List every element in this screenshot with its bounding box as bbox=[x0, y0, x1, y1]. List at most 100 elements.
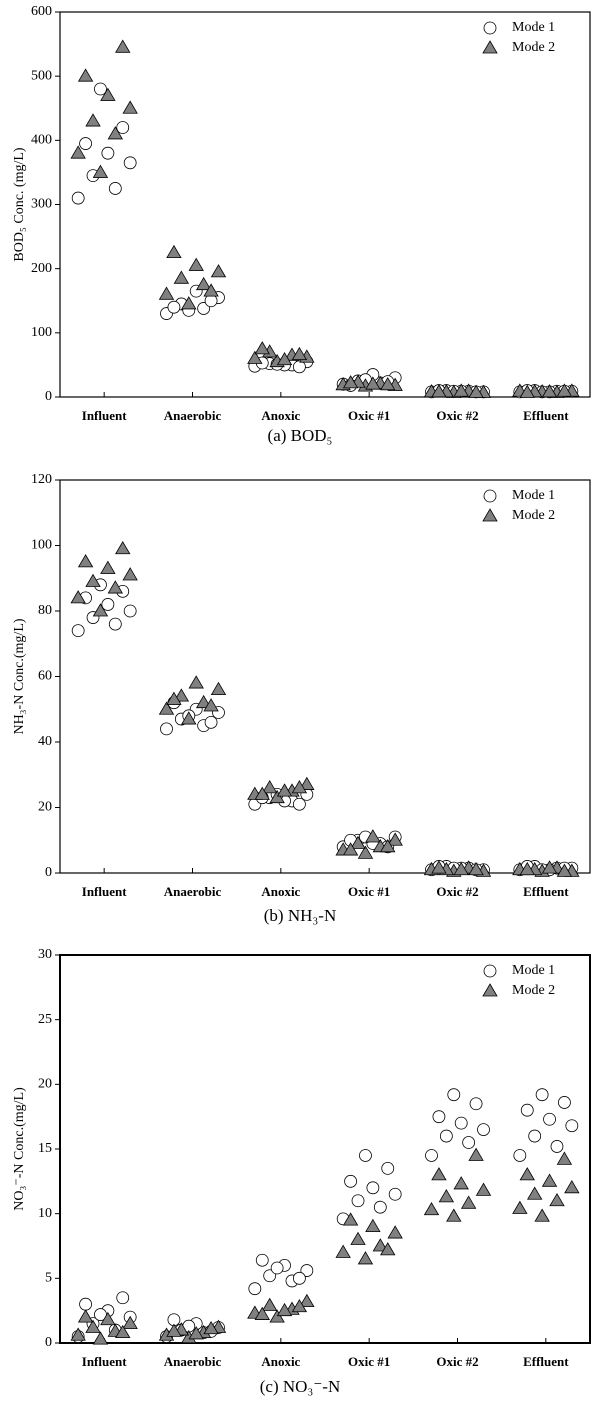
point bbox=[210, 264, 227, 278]
chart-caption: (a) BOD₅ bbox=[268, 426, 333, 445]
legend-label: Mode 2 bbox=[512, 508, 555, 523]
point bbox=[79, 1297, 92, 1311]
point bbox=[293, 797, 306, 811]
point bbox=[431, 1167, 447, 1181]
point bbox=[453, 861, 469, 876]
point bbox=[122, 100, 138, 114]
y-tick-label: 5 bbox=[45, 1271, 52, 1286]
plot-frame bbox=[59, 479, 591, 874]
point bbox=[276, 783, 293, 797]
point bbox=[203, 1320, 219, 1335]
point bbox=[357, 1251, 374, 1265]
legend-label: Mode 2 bbox=[512, 983, 555, 998]
point bbox=[357, 845, 374, 859]
point bbox=[116, 1291, 130, 1305]
y-tick-label: 20 bbox=[38, 1077, 52, 1092]
point bbox=[166, 691, 182, 705]
point bbox=[188, 675, 204, 689]
point bbox=[342, 842, 359, 856]
point bbox=[100, 87, 116, 101]
point bbox=[299, 1293, 315, 1308]
point bbox=[293, 1271, 306, 1285]
legend-label: Mode 1 bbox=[512, 963, 555, 978]
point bbox=[335, 1244, 351, 1258]
y-tick-label: 40 bbox=[38, 734, 52, 749]
point bbox=[365, 1218, 381, 1232]
point bbox=[261, 780, 278, 794]
point bbox=[483, 964, 497, 978]
point bbox=[85, 113, 101, 127]
point bbox=[438, 1189, 455, 1203]
point bbox=[261, 1297, 278, 1311]
x-tick-label: Anoxic bbox=[261, 1354, 300, 1369]
point bbox=[462, 1136, 476, 1149]
x-tick-label: Anaerobic bbox=[164, 884, 222, 899]
point bbox=[293, 360, 306, 374]
point bbox=[269, 789, 285, 804]
y-tick-label: 20 bbox=[38, 800, 52, 815]
point bbox=[173, 688, 190, 702]
point bbox=[195, 694, 212, 709]
point bbox=[359, 1149, 372, 1162]
y-tick-label: 30 bbox=[38, 947, 52, 962]
point bbox=[365, 829, 381, 843]
point bbox=[203, 283, 219, 297]
x-tick-label: Anoxic bbox=[261, 408, 300, 423]
point bbox=[431, 384, 447, 398]
point bbox=[254, 786, 270, 800]
point bbox=[123, 156, 137, 170]
point bbox=[158, 701, 175, 715]
point bbox=[70, 1327, 86, 1341]
point bbox=[188, 1326, 204, 1340]
x-tick-label: Effluent bbox=[523, 884, 569, 899]
y-tick-label: 100 bbox=[31, 538, 52, 553]
point bbox=[107, 580, 124, 594]
point bbox=[158, 286, 175, 300]
point bbox=[79, 137, 92, 150]
y-tick-label: 0 bbox=[45, 389, 52, 404]
y-tick-label: 600 bbox=[31, 4, 52, 19]
y-tick-label: 0 bbox=[45, 865, 52, 880]
point bbox=[381, 1162, 395, 1175]
point bbox=[439, 1129, 453, 1143]
point bbox=[100, 560, 116, 574]
plot-frame bbox=[59, 11, 591, 398]
point bbox=[431, 860, 447, 874]
point bbox=[477, 1123, 490, 1136]
x-tick-label: Oxic #2 bbox=[436, 884, 478, 899]
point bbox=[565, 1119, 579, 1133]
point bbox=[526, 1186, 543, 1200]
y-tick-label: 15 bbox=[38, 1141, 52, 1156]
point bbox=[269, 1309, 285, 1323]
point bbox=[270, 1261, 284, 1275]
point bbox=[469, 1097, 483, 1111]
point bbox=[108, 617, 122, 631]
legend-label: Mode 2 bbox=[512, 40, 555, 55]
point bbox=[468, 1147, 484, 1161]
point bbox=[276, 1302, 293, 1317]
point bbox=[197, 302, 211, 315]
point bbox=[291, 1298, 308, 1313]
point bbox=[100, 1311, 116, 1326]
y-tick-label: 120 bbox=[31, 472, 52, 487]
y-tick-label: 300 bbox=[31, 197, 52, 212]
x-tick-label: Oxic #2 bbox=[436, 1354, 478, 1369]
point bbox=[94, 82, 107, 96]
x-tick-label: Anaerobic bbox=[164, 408, 222, 423]
point bbox=[77, 68, 94, 82]
point bbox=[166, 244, 182, 259]
x-tick-label: Oxic #1 bbox=[348, 408, 390, 423]
point bbox=[181, 711, 197, 725]
point bbox=[71, 624, 85, 638]
point bbox=[520, 1103, 534, 1117]
point bbox=[108, 182, 122, 195]
point bbox=[291, 780, 308, 794]
y-tick-label: 10 bbox=[38, 1206, 52, 1221]
y-axis-label: NO₃⁻-N Conc.(mg/L) bbox=[12, 1087, 27, 1211]
point bbox=[255, 1253, 269, 1267]
point bbox=[291, 346, 308, 361]
point bbox=[342, 1212, 359, 1226]
point bbox=[101, 598, 115, 611]
point bbox=[203, 698, 219, 712]
point bbox=[425, 1149, 438, 1162]
